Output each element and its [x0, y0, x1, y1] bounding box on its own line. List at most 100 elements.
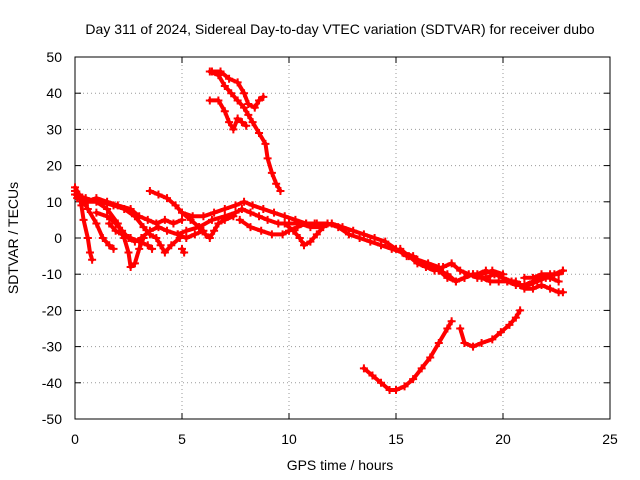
y-tick-label: 40 — [46, 85, 62, 101]
data-point-marker — [225, 74, 234, 83]
data-point-marker — [460, 338, 469, 347]
data-point-marker — [124, 248, 133, 257]
data-point-marker — [180, 248, 189, 257]
data-point-marker — [160, 248, 169, 257]
data-point-marker — [473, 270, 482, 279]
data-point-marker — [359, 364, 368, 373]
data-point-marker — [156, 241, 165, 250]
data-point-marker — [421, 262, 430, 271]
data-point-marker — [135, 237, 144, 246]
data-point-marker — [400, 382, 409, 391]
data-point-marker — [233, 114, 242, 123]
data-point-marker — [103, 197, 112, 206]
series-line — [458, 308, 523, 349]
series-track-21 — [205, 96, 251, 134]
data-point-marker — [139, 223, 148, 232]
data-point-marker — [319, 223, 328, 232]
data-point-marker — [469, 342, 478, 351]
data-point-marker — [293, 223, 302, 232]
data-point-marker — [349, 226, 358, 235]
x-tick-label: 20 — [495, 431, 511, 447]
data-point-marker — [216, 67, 225, 76]
data-point-marker — [520, 284, 529, 293]
y-tick-label: 10 — [46, 194, 62, 210]
series-track-12 — [280, 219, 328, 250]
data-point-marker — [261, 139, 270, 148]
data-point-marker — [145, 186, 154, 195]
data-point-marker — [237, 118, 246, 127]
data-point-marker — [105, 241, 114, 250]
data-point-marker — [148, 244, 157, 253]
data-point-marker — [92, 208, 101, 217]
data-point-marker — [73, 194, 82, 203]
data-point-marker — [167, 241, 176, 250]
data-point-marker — [278, 230, 287, 239]
data-point-marker — [377, 378, 386, 387]
y-tick-label: -50 — [42, 411, 62, 427]
data-point-marker — [259, 92, 268, 101]
data-point-marker — [434, 338, 443, 347]
data-point-marker — [244, 110, 253, 119]
data-point-marker — [520, 273, 529, 282]
series-track-18 — [520, 266, 567, 282]
data-point-marker — [143, 241, 152, 250]
data-point-marker — [163, 226, 172, 235]
data-point-marker — [199, 212, 208, 221]
series-isolated-1 — [178, 244, 189, 257]
data-series — [71, 67, 567, 395]
data-point-marker — [481, 266, 490, 275]
y-tick-label: -10 — [42, 266, 62, 282]
data-point-marker — [312, 230, 321, 239]
data-point-marker — [409, 375, 418, 384]
data-point-marker — [370, 234, 379, 242]
x-tick-label: 15 — [388, 431, 404, 447]
data-point-marker — [207, 215, 216, 224]
data-point-marker — [490, 270, 499, 279]
series-track-23 — [456, 306, 525, 351]
x-tick-label: 5 — [178, 431, 186, 447]
data-point-marker — [235, 215, 244, 224]
data-point-marker — [417, 364, 426, 373]
y-axis-ticks: 50 40 30 20 10 0 -10 -20 -30 -40 -50 — [42, 49, 610, 427]
data-point-marker — [145, 226, 154, 235]
data-point-marker — [511, 313, 520, 322]
data-point-marker — [299, 241, 308, 250]
data-point-marker — [456, 324, 465, 333]
data-point-marker — [214, 96, 223, 105]
data-point-marker — [190, 230, 199, 239]
data-point-marker — [528, 273, 537, 282]
data-point-marker — [451, 277, 460, 286]
data-point-marker — [344, 230, 353, 239]
data-point-marker — [496, 328, 505, 337]
data-point-marker — [267, 230, 276, 239]
data-point-marker — [126, 205, 135, 214]
x-axis-ticks: 0 5 10 15 20 25 — [71, 57, 618, 447]
x-tick-label: 0 — [71, 431, 79, 447]
data-point-marker — [201, 230, 210, 239]
data-point-marker — [250, 103, 259, 112]
data-point-marker — [434, 266, 443, 275]
data-point-marker — [291, 215, 300, 224]
x-tick-label: 25 — [602, 431, 618, 447]
data-point-marker — [135, 244, 144, 253]
data-point-marker — [79, 215, 88, 224]
data-point-marker — [486, 277, 495, 286]
data-point-marker — [246, 208, 255, 217]
y-tick-label: -20 — [42, 302, 62, 318]
data-point-marker — [306, 237, 315, 246]
data-point-marker — [295, 234, 304, 242]
data-point-marker — [505, 320, 514, 329]
series-track-7 — [105, 219, 157, 253]
data-point-marker — [546, 284, 555, 293]
data-point-marker — [220, 205, 229, 214]
data-point-marker — [225, 118, 234, 127]
data-point-marker — [182, 226, 191, 235]
data-point-marker — [130, 259, 139, 268]
data-point-marker — [267, 168, 276, 177]
data-point-marker — [118, 230, 127, 239]
data-point-marker — [270, 208, 279, 217]
data-point-marker — [214, 219, 223, 228]
x-tick-label: 10 — [281, 431, 297, 447]
data-point-marker — [103, 205, 112, 214]
